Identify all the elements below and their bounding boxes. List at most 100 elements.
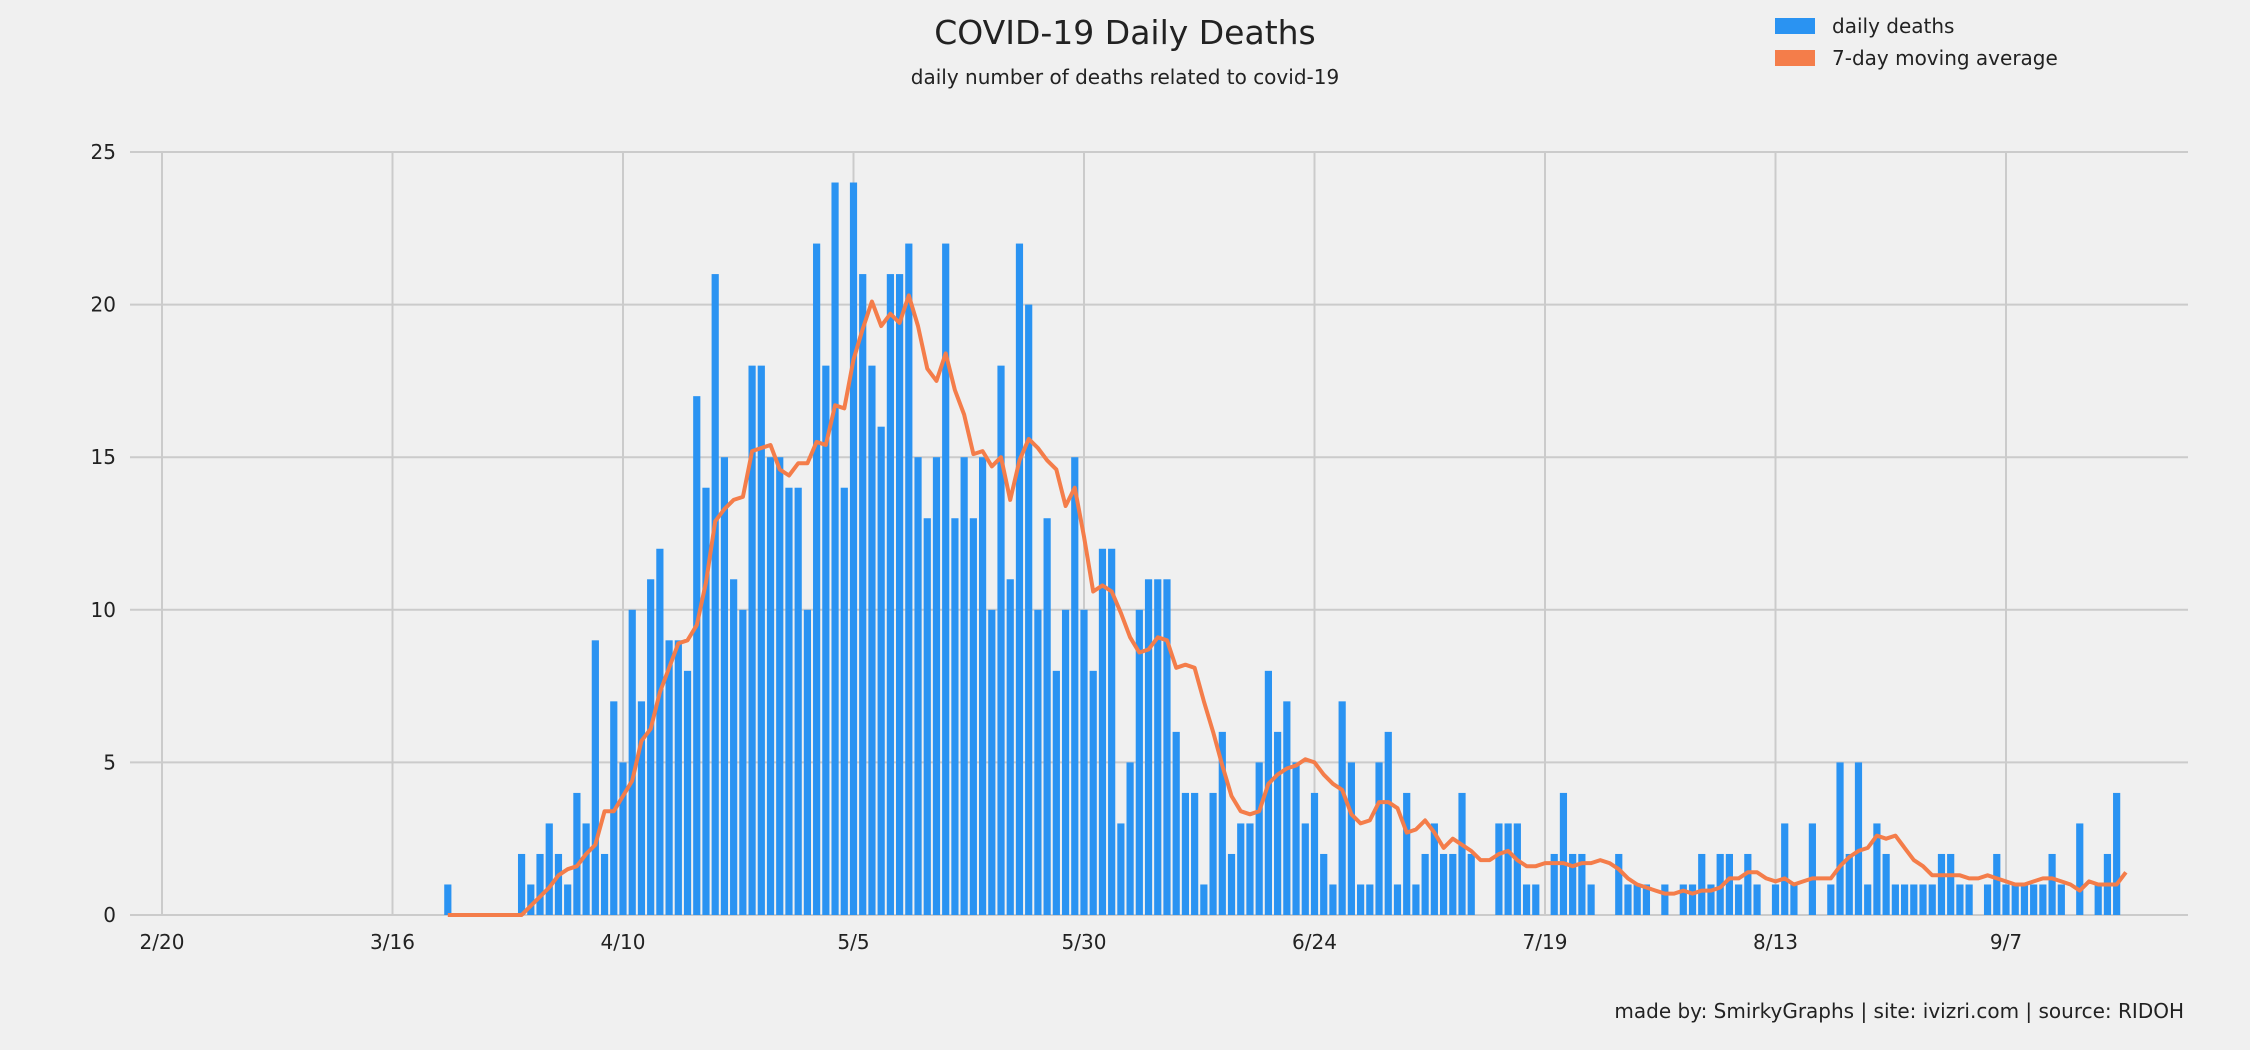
x-tick-label: 6/24 [1292,930,1337,954]
bar-day-107 [1144,579,1153,915]
x-tick-label: 5/5 [837,930,869,954]
bar-day-141 [1458,792,1466,915]
bar-day-98 [1061,609,1070,915]
bar-day-88 [969,518,977,915]
legend-label-daily-deaths: daily deaths [1832,14,1954,38]
bar-day-201 [2011,884,2019,915]
bar-day-90 [988,609,996,915]
bar-day-93 [1015,243,1024,915]
bar-day-191 [1919,884,1927,915]
bar-day-184 [1854,762,1863,915]
x-tick-label: 2/20 [140,930,185,954]
bar-day-165 [1679,884,1687,915]
bar-day-200 [2002,884,2010,915]
bar-day-67 [776,457,784,915]
bar-day-111 [1181,792,1190,915]
bar-day-102 [1098,548,1107,915]
bar-day-69 [794,487,802,915]
bar-day-145 [1495,823,1503,915]
bar-day-127 [1329,884,1337,915]
bar-day-113 [1200,884,1208,915]
bar-day-163 [1661,884,1669,915]
legend-swatch-moving-average [1775,50,1815,66]
bar-day-161 [1642,884,1651,915]
bar-day-130 [1357,884,1365,915]
bar-day-82 [914,457,922,915]
bar-day-100 [1080,609,1088,915]
bar-day-59 [702,487,710,915]
bar-day-79 [886,274,894,916]
bar-day-121 [1274,731,1282,915]
bar-day-198 [1983,884,1992,915]
bar-day-210 [2094,884,2102,915]
bar-day-97 [1052,670,1060,915]
bar-day-41 [536,853,544,915]
bar-day-116 [1227,853,1236,915]
bar-day-124 [1301,823,1309,915]
bar-day-122 [1283,701,1291,915]
bar-day-140 [1449,853,1457,915]
bar-day-146 [1504,823,1512,915]
bar-day-154 [1578,853,1586,915]
bar-day-182 [1836,762,1844,915]
bar-day-149 [1532,884,1540,915]
bar-day-70 [803,609,811,915]
bar-day-142 [1467,853,1475,915]
bar-day-62 [730,579,738,915]
bar-day-95 [1034,609,1042,915]
bar-day-85 [942,243,950,915]
bar-day-75 [849,182,858,915]
bar-day-39 [517,853,526,915]
bar-day-133 [1384,731,1392,915]
bar-day-54 [656,548,664,915]
x-tick-label: 8/13 [1753,930,1798,954]
moving-average-line [447,293,2128,917]
bar-day-66 [766,457,775,915]
bar-day-61 [720,457,729,915]
x-tick-label: 9/7 [1990,930,2022,954]
bar-day-188 [1891,884,1899,915]
bar-day-65 [757,365,765,915]
bar-day-109 [1163,579,1171,915]
bar-day-123 [1292,762,1300,915]
bar-day-99 [1071,457,1079,915]
bar-day-51 [628,609,636,915]
bar-day-83 [923,518,931,915]
bar-day-94 [1025,304,1033,916]
bar-day-138 [1430,823,1438,915]
y-tick-label-10: 10 [91,598,116,622]
bar-day-103 [1108,548,1116,915]
bar-day-96 [1043,518,1051,915]
y-tick-label-15: 15 [91,445,116,469]
bars-series [444,182,2121,916]
bar-day-158 [1615,853,1623,915]
bar-day-194 [1947,853,1955,915]
bar-day-112 [1191,792,1199,915]
bar-day-68 [785,487,793,915]
bar-day-71 [813,243,821,915]
bar-day-132 [1375,762,1383,915]
bar-day-170 [1725,853,1733,915]
bar-day-177 [1790,884,1798,915]
bar-day-166 [1688,884,1697,915]
bar-day-78 [877,426,885,915]
bar-day-125 [1310,792,1319,915]
bar-day-87 [960,457,968,915]
bar-day-73 [831,182,839,915]
bar-day-91 [997,365,1005,915]
bar-day-56 [674,640,682,915]
bar-day-53 [647,579,655,915]
bar-day-86 [951,518,959,915]
bar-day-204 [2039,884,2047,915]
bar-day-151 [1550,853,1558,915]
bar-day-46 [582,823,590,915]
bar-day-192 [1928,884,1936,915]
bar-day-187 [1882,853,1890,915]
bar-day-196 [1965,884,1973,915]
bar-day-31 [444,884,452,915]
bar-day-117 [1237,823,1245,915]
bar-day-84 [932,457,941,915]
x-tick-label: 5/30 [1062,930,1107,954]
bar-day-110 [1172,731,1180,915]
